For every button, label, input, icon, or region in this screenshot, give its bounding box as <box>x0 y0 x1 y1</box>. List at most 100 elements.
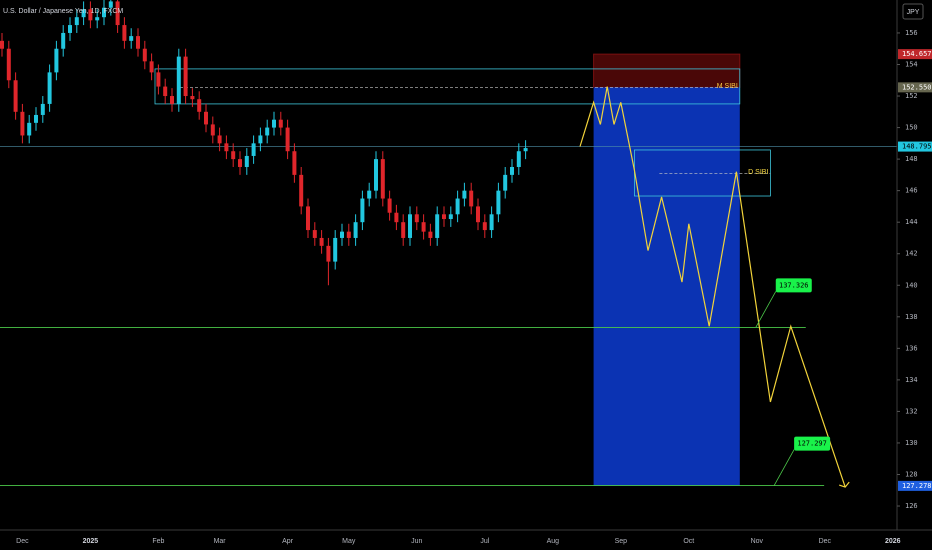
candle-body <box>217 135 222 144</box>
candle-body <box>387 198 392 213</box>
candle-body <box>13 80 18 112</box>
candle-body <box>231 151 236 160</box>
candle-body <box>278 119 283 128</box>
x-tick-label: 2026 <box>885 538 901 545</box>
y-tick-label: 142 <box>905 250 918 258</box>
candle-body <box>312 230 317 238</box>
candle-body <box>34 114 38 123</box>
price-badge <box>898 480 932 491</box>
target-arrow <box>773 449 795 486</box>
price-badge-label: 154.657 <box>902 50 932 58</box>
x-tick-label: 2025 <box>83 538 99 545</box>
zone-label: D SIBI <box>748 169 768 176</box>
candle-body <box>489 214 494 231</box>
projection-path <box>579 86 846 488</box>
candle-body <box>115 1 120 26</box>
x-tick-label: Apr <box>282 538 294 545</box>
y-tick-label: 128 <box>905 470 918 478</box>
x-tick-label: Aug <box>547 538 560 545</box>
candle-body <box>476 206 480 223</box>
y-tick-label: 154 <box>905 60 918 68</box>
zone-box <box>154 68 741 105</box>
target-zone <box>593 87 740 486</box>
candle-body <box>306 206 310 231</box>
price-badge <box>898 49 932 60</box>
candle-body <box>142 48 147 62</box>
candle-body <box>482 222 487 231</box>
candle-body <box>346 231 351 238</box>
chart-title: U.S. Dollar / Japanese Yen, 1D, FXCM <box>3 8 123 15</box>
y-tick-label: 144 <box>905 218 918 226</box>
price-badge-label: 148.795 <box>902 143 932 151</box>
candle-body <box>156 72 161 87</box>
x-tick-label: Jun <box>411 538 422 545</box>
candle-body <box>163 86 168 97</box>
projection-arrowhead <box>839 481 850 488</box>
y-tick-label: 150 <box>905 124 918 132</box>
candle-body <box>204 111 208 125</box>
y-tick-label: 140 <box>905 281 918 289</box>
currency-box[interactable] <box>902 3 924 20</box>
candle-body <box>448 214 453 220</box>
candle-body <box>108 1 113 8</box>
y-tick-label: 138 <box>905 313 918 321</box>
y-tick-label: 148 <box>905 155 918 163</box>
candle-body <box>170 96 174 104</box>
candle-body <box>503 174 508 191</box>
candle-body <box>265 127 270 136</box>
target-label: 127.297 <box>797 440 827 448</box>
candle-body <box>360 198 365 223</box>
stop-zone <box>593 53 741 88</box>
candle-body <box>210 124 215 136</box>
candle-body <box>74 17 79 26</box>
candle-body <box>258 135 263 144</box>
x-tick-label: Feb <box>152 538 164 545</box>
y-tick-label: 134 <box>905 376 918 384</box>
price-badge-label: 152.550 <box>902 83 932 91</box>
x-tick-label: Jul <box>480 538 489 545</box>
candle-body <box>6 48 11 81</box>
candle-body <box>428 231 433 238</box>
candle-body <box>469 190 474 207</box>
candle-body <box>0 40 4 49</box>
candle-body <box>27 122 32 136</box>
candle-body <box>40 103 45 115</box>
currency-label[interactable]: JPY <box>907 9 920 16</box>
candle-body <box>442 214 446 220</box>
candle-body <box>102 7 106 18</box>
x-tick-label: Sep <box>615 538 628 545</box>
target-arrow <box>755 291 777 328</box>
price-badge <box>898 141 932 152</box>
candle-body <box>414 214 419 223</box>
candle-body <box>47 72 52 104</box>
candle-body <box>272 119 276 128</box>
y-tick-label: 132 <box>905 407 918 415</box>
candle-body <box>510 166 514 175</box>
candle-body <box>251 143 256 156</box>
x-tick-label: May <box>342 538 356 545</box>
x-tick-label: Oct <box>683 538 694 545</box>
candle-body <box>224 143 229 152</box>
zone-label: M SIBI <box>717 83 738 90</box>
candle-body <box>516 151 521 167</box>
candle-body <box>326 245 331 262</box>
price-badge-label: 127.278 <box>902 482 932 490</box>
x-tick-label: Nov <box>751 538 764 545</box>
x-tick-label: Dec <box>819 538 832 545</box>
candle-body <box>340 231 344 238</box>
candle-body <box>238 159 242 167</box>
candle-body <box>435 214 440 238</box>
axes: 126 128 130 132 134 136 138 140 142 144 146 148 150 1… <box>16 29 917 545</box>
candle-body <box>136 36 140 49</box>
candle-body <box>496 190 501 215</box>
target-label-box <box>775 278 812 293</box>
candle-body <box>81 9 86 18</box>
candle-body <box>408 214 412 238</box>
x-tick-label: Mar <box>214 538 227 545</box>
candle-body <box>176 56 181 104</box>
candle-body <box>129 36 134 41</box>
candle-body <box>523 148 528 152</box>
candle-body <box>333 237 338 262</box>
